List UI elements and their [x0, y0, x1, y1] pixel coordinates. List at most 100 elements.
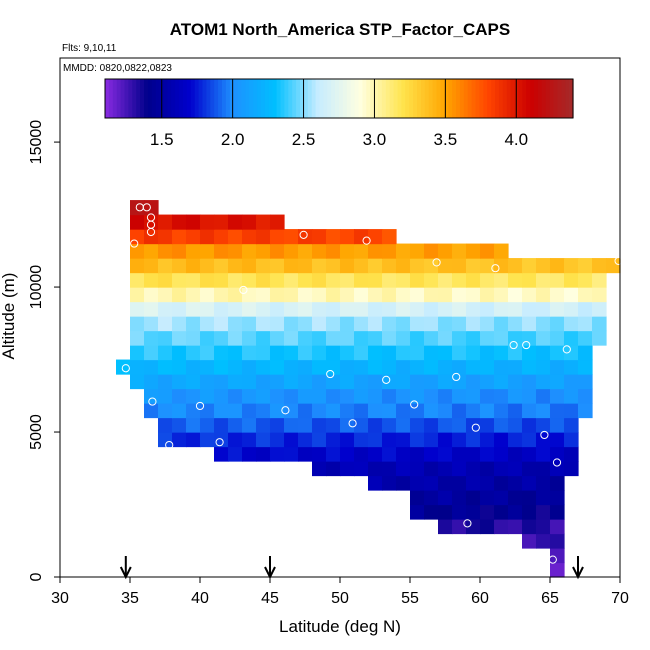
- heatmap-cell: [438, 403, 453, 419]
- heatmap-cell: [298, 388, 313, 404]
- heatmap-cell: [494, 490, 509, 506]
- heatmap-cell: [466, 519, 481, 535]
- heatmap-cell: [480, 258, 495, 274]
- colorbar-frame: [104, 78, 574, 119]
- heatmap-cell: [186, 316, 201, 332]
- heatmap-cell: [410, 417, 425, 433]
- heatmap-cell: [256, 229, 271, 245]
- colorbar-segment: [335, 79, 340, 118]
- heatmap-cell: [438, 475, 453, 491]
- heatmap-cell: [130, 272, 145, 288]
- colorbar-segment: [233, 79, 239, 118]
- heatmap-cell: [242, 287, 257, 303]
- heatmap-cell: [382, 272, 397, 288]
- heatmap-cell: [256, 374, 271, 390]
- heatmap-cell: [228, 432, 243, 448]
- heatmap-cell: [480, 446, 495, 462]
- heatmap-cell: [158, 287, 173, 303]
- heatmap-cell: [298, 287, 313, 303]
- heatmap-cell: [256, 258, 271, 274]
- heatmap-cell: [158, 301, 173, 317]
- heatmap-cell: [186, 258, 201, 274]
- colorbar-segment: [491, 79, 496, 118]
- heatmap-cell: [536, 330, 551, 346]
- heatmap-cell: [536, 446, 551, 462]
- heatmap-cell: [536, 316, 551, 332]
- heatmap-cell: [270, 316, 285, 332]
- heatmap-cell: [144, 258, 159, 274]
- heatmap-cell: [410, 301, 425, 317]
- colorbar-segment: [479, 79, 484, 118]
- heatmap-cell: [494, 519, 509, 535]
- heatmap-cell: [186, 403, 201, 419]
- heatmap-cell: [270, 345, 285, 361]
- heatmap-cell: [312, 301, 327, 317]
- dates-label: MMDD: 0820,0822,0823: [63, 63, 172, 74]
- heatmap-cell: [144, 229, 159, 245]
- heatmap-cell: [144, 301, 159, 317]
- heatmap-cell: [354, 258, 369, 274]
- heatmap-cell: [396, 258, 411, 274]
- heatmap-cell: [284, 403, 299, 419]
- heatmap-cell: [186, 374, 201, 390]
- heatmap-cell: [466, 461, 481, 477]
- heatmap-cell: [340, 345, 355, 361]
- heatmap-cell: [172, 287, 187, 303]
- heatmap-cell: [452, 417, 467, 433]
- heatmap-cell: [270, 446, 285, 462]
- heatmap-cell: [522, 446, 537, 462]
- flight-point: [215, 438, 224, 447]
- heatmap-cell: [354, 446, 369, 462]
- x-tick-label: 45: [261, 590, 279, 607]
- heatmap-cell: [438, 258, 453, 274]
- colorbar-segment: [471, 79, 477, 118]
- heatmap-cell: [410, 388, 425, 404]
- heatmap-cell: [396, 287, 411, 303]
- heatmap-cell: [466, 490, 481, 506]
- heatmap-cell: [536, 533, 551, 549]
- heatmap-cell: [452, 475, 467, 491]
- x-tick-label: 55: [401, 590, 419, 607]
- heatmap-cell: [340, 229, 355, 245]
- heatmap-cell: [480, 345, 495, 361]
- flight-point: [463, 519, 472, 528]
- heatmap-cell: [508, 461, 523, 477]
- flight-point: [491, 264, 500, 273]
- heatmap-cell: [578, 388, 593, 404]
- heatmap-cell: [172, 432, 187, 448]
- heatmap-cell: [130, 258, 145, 274]
- heatmap-cell: [522, 432, 537, 448]
- x-tick-label: 65: [541, 590, 559, 607]
- heatmap-cell: [298, 417, 313, 433]
- heatmap-cell: [186, 417, 201, 433]
- heatmap-cell: [424, 374, 439, 390]
- x-tick-label: 70: [611, 590, 629, 607]
- heatmap-cell: [312, 374, 327, 390]
- y-tick-label: 10000: [28, 265, 45, 310]
- heatmap-cell: [172, 316, 187, 332]
- heatmap-cell: [326, 316, 341, 332]
- colorbar-segment: [502, 79, 508, 118]
- heatmap-cell: [214, 388, 229, 404]
- heatmap-cell: [438, 374, 453, 390]
- heatmap-cell: [508, 388, 523, 404]
- heatmap-cell: [298, 359, 313, 375]
- flight-point: [281, 406, 290, 415]
- heatmap-cell: [158, 345, 173, 361]
- heatmap-cell: [256, 330, 271, 346]
- flight-point: [562, 345, 571, 354]
- heatmap-cell: [172, 243, 187, 259]
- heatmap-cell: [494, 374, 509, 390]
- heatmap-cell: [256, 316, 271, 332]
- flight-point: [239, 285, 248, 295]
- heatmap-cell: [340, 432, 355, 448]
- colorbar-segment: [495, 79, 500, 118]
- heatmap-cell: [466, 301, 481, 317]
- heatmap-cell: [186, 359, 201, 375]
- heatmap-cell: [480, 374, 495, 390]
- heatmap-cell: [550, 548, 565, 564]
- heatmap-cell: [368, 287, 383, 303]
- heatmap-cell: [438, 359, 453, 375]
- heatmap-cell: [452, 374, 467, 390]
